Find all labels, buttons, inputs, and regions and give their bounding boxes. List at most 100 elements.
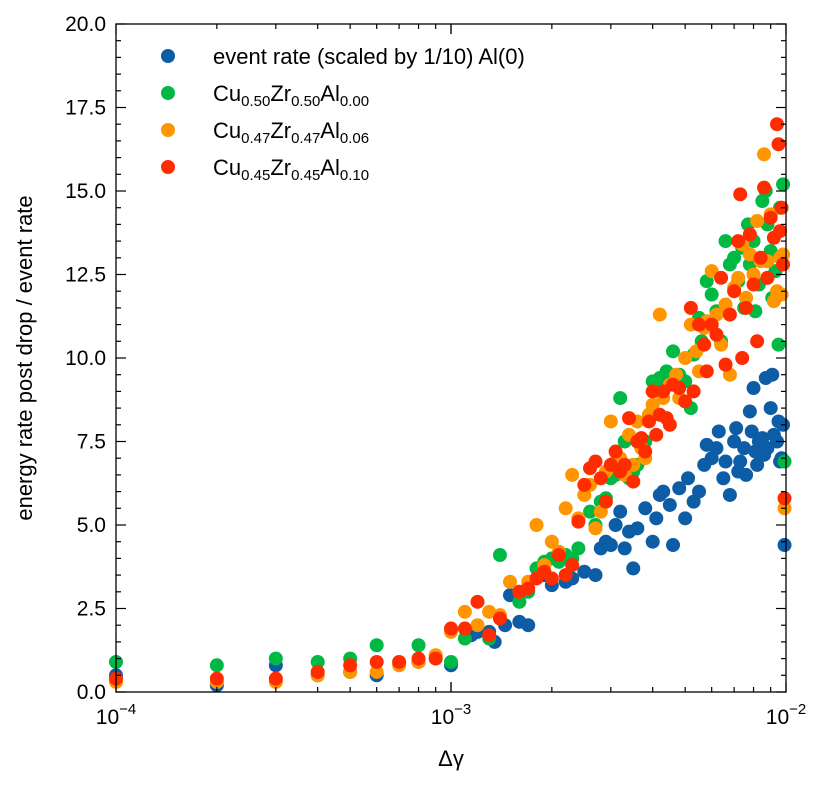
- data-point: [709, 441, 724, 456]
- data-point: [731, 234, 746, 249]
- data-point: [765, 367, 780, 382]
- data-point: [529, 518, 544, 532]
- data-point: [369, 638, 384, 653]
- data-point: [739, 300, 754, 315]
- data-point: [470, 618, 485, 633]
- legend-label: Cu0.47Zr0.47Al0.06: [213, 118, 369, 147]
- data-point: [692, 484, 707, 499]
- data-point: [763, 210, 778, 225]
- data-point: [444, 621, 458, 636]
- data-point: [457, 604, 472, 619]
- legend: event rate (scaled by 1/10) Al(0) Cu0.50Z…: [161, 44, 525, 184]
- data-point: [672, 481, 687, 496]
- y-axis-label: energy rate post drop / event rate: [12, 195, 37, 520]
- data-point: [777, 538, 792, 553]
- data-point: [709, 327, 724, 342]
- data-point: [268, 651, 283, 666]
- legend-marker: [161, 160, 175, 174]
- data-point: [729, 421, 744, 436]
- data-points: [109, 117, 792, 693]
- data-point: [457, 631, 472, 646]
- legend-marker: [161, 86, 175, 100]
- data-point: [678, 511, 693, 526]
- data-point: [773, 224, 788, 239]
- data-point: [727, 284, 742, 299]
- data-point: [649, 511, 664, 526]
- data-point: [678, 351, 693, 365]
- data-point: [722, 307, 737, 322]
- data-point: [310, 654, 325, 669]
- data-point: [744, 424, 759, 439]
- data-point: [704, 287, 719, 302]
- data-point: [733, 187, 748, 202]
- data-point: [638, 444, 653, 459]
- data-point: [209, 658, 224, 673]
- data-point: [558, 568, 573, 583]
- data-point: [642, 414, 657, 429]
- data-point: [583, 504, 598, 519]
- data-point: [753, 250, 768, 265]
- data-point: [622, 411, 637, 426]
- data-point: [678, 394, 693, 409]
- data-point: [742, 227, 757, 242]
- data-point: [617, 541, 632, 556]
- data-point: [777, 491, 792, 506]
- data-point: [742, 404, 757, 419]
- data-point: [649, 427, 664, 442]
- legend-marker: [161, 49, 175, 63]
- data-point: [746, 267, 761, 282]
- data-point: [470, 594, 485, 609]
- data-point: [551, 548, 566, 563]
- data-point: [482, 628, 497, 643]
- legend-label: Cu0.50Zr0.50Al0.00: [213, 81, 369, 110]
- data-point: [746, 277, 761, 292]
- data-point: [512, 594, 527, 609]
- y-tick-label: 2.5: [77, 598, 106, 621]
- data-point: [716, 471, 731, 486]
- data-point: [626, 474, 641, 489]
- data-point: [268, 671, 283, 686]
- data-point: [310, 664, 325, 679]
- data-point: [750, 334, 765, 349]
- data-point: [544, 571, 559, 586]
- data-point: [521, 581, 536, 596]
- data-point: [683, 300, 698, 315]
- data-point: [209, 671, 224, 686]
- series-4: [109, 117, 792, 686]
- data-point: [760, 270, 775, 285]
- data-point: [428, 651, 443, 666]
- data-point: [711, 424, 726, 439]
- data-point: [757, 147, 772, 162]
- data-point: [544, 534, 559, 549]
- axis-ticks: [115, 23, 787, 693]
- data-point: [656, 484, 671, 499]
- data-point: [577, 564, 592, 579]
- y-tick-label: 20.0: [65, 13, 106, 36]
- y-tick-label: 17.5: [65, 97, 106, 120]
- x-tick-label: 10−2: [766, 701, 806, 729]
- data-point: [731, 270, 746, 285]
- y-tick-label: 15.0: [65, 180, 106, 203]
- y-tick-label: 7.5: [77, 431, 106, 454]
- data-point: [588, 521, 603, 536]
- data-point: [771, 137, 786, 152]
- data-point: [699, 364, 714, 379]
- data-point: [603, 538, 618, 553]
- data-point: [577, 477, 592, 492]
- data-point: [617, 457, 632, 472]
- legend-marker: [161, 123, 175, 137]
- data-point: [343, 658, 358, 673]
- data-point: [444, 654, 458, 669]
- data-point: [638, 501, 653, 516]
- y-tick-label: 12.5: [65, 264, 106, 287]
- legend-label: Cu0.45Zr0.45Al0.10: [213, 155, 369, 184]
- data-point: [727, 434, 742, 449]
- data-point: [662, 497, 677, 512]
- data-point: [492, 611, 507, 626]
- data-point: [411, 638, 426, 653]
- data-point: [727, 250, 742, 265]
- data-point: [521, 618, 536, 633]
- data-point: [666, 538, 681, 553]
- data-point: [742, 247, 757, 262]
